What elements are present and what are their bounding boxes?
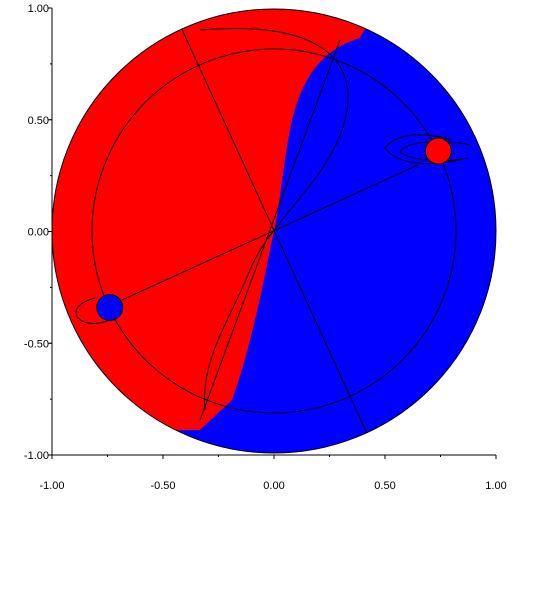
y-tick-label: 0.50 <box>28 115 49 127</box>
y-tick-label: -1.00 <box>24 450 49 462</box>
y-tick-label: 1.00 <box>28 3 49 15</box>
x-tick-label: 0.00 <box>263 480 284 492</box>
beachball <box>51 8 497 454</box>
fault-line-3 <box>121 164 419 301</box>
x-tick-label: -0.50 <box>150 480 175 492</box>
fault-line-1 <box>179 24 371 441</box>
x-tick-label: -1.00 <box>39 480 64 492</box>
x-tick-label: 1.00 <box>485 480 506 492</box>
x-tick-label: 0.50 <box>374 480 395 492</box>
y-tick-label: -0.50 <box>24 338 49 350</box>
nodal-curve-1 <box>199 28 349 411</box>
nodal-curve-4 <box>75 297 111 324</box>
nodal-curve-2 <box>384 134 461 165</box>
fault-line-2 <box>199 39 341 421</box>
x-axis-ticks: -1.00 -0.50 0.00 0.50 1.00 <box>39 455 507 492</box>
data-point <box>96 293 124 321</box>
marker-group <box>96 137 452 321</box>
inner-circle <box>91 48 457 414</box>
red-region <box>52 9 380 430</box>
y-axis-ticks: -1.00 -0.50 0.00 0.50 1.00 <box>24 3 52 462</box>
y-tick-label: 0.00 <box>28 227 49 239</box>
data-point <box>424 137 452 165</box>
